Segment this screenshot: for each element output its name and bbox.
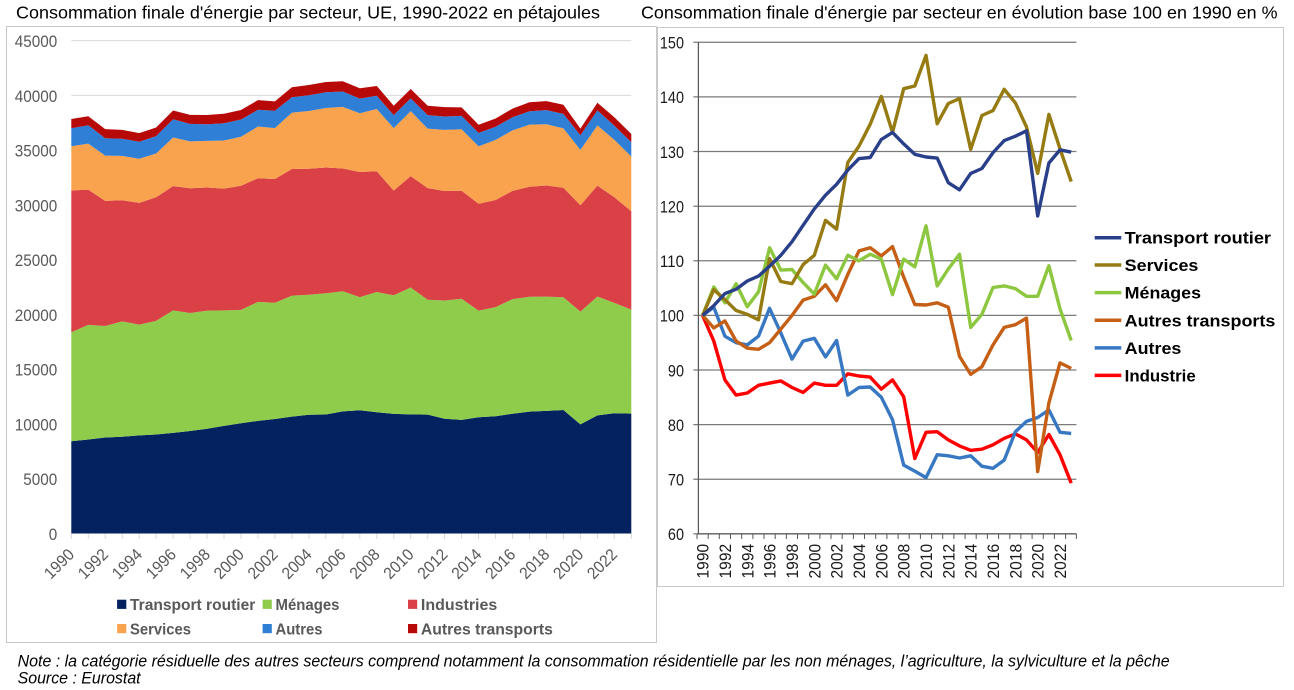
svg-text:2014: 2014 (963, 544, 981, 579)
svg-text:5000: 5000 (23, 471, 57, 489)
svg-text:0: 0 (49, 526, 58, 544)
svg-text:1996: 1996 (762, 544, 780, 579)
svg-text:Consommation finale d'énergie: Consommation finale d'énergie par secteu… (16, 3, 600, 23)
svg-text:Note : la catégorie résiduelle: Note : la catégorie résiduelle des autre… (18, 651, 1170, 670)
svg-text:Industrie: Industrie (1125, 367, 1196, 385)
svg-text:100: 100 (660, 308, 684, 326)
svg-text:35000: 35000 (15, 143, 58, 161)
svg-text:Ménages: Ménages (1125, 285, 1201, 303)
svg-text:Source : Eurostat: Source : Eurostat (18, 668, 142, 687)
svg-text:Consommation finale d'énergie: Consommation finale d'énergie par secteu… (641, 3, 1278, 23)
svg-text:25000: 25000 (15, 252, 58, 270)
svg-text:Industries: Industries (421, 597, 497, 614)
svg-text:2018: 2018 (1007, 544, 1025, 579)
svg-text:2016: 2016 (985, 544, 1003, 579)
svg-text:2006: 2006 (873, 544, 891, 579)
svg-text:110: 110 (660, 253, 684, 271)
svg-text:1990: 1990 (695, 544, 713, 579)
svg-text:10000: 10000 (15, 416, 58, 434)
svg-text:Services: Services (130, 622, 191, 639)
svg-text:80: 80 (668, 417, 684, 435)
svg-text:Autres: Autres (276, 622, 323, 639)
svg-text:1994: 1994 (739, 544, 757, 579)
svg-text:70: 70 (668, 472, 684, 490)
svg-text:130: 130 (660, 144, 684, 162)
svg-text:Ménages: Ménages (276, 597, 340, 614)
svg-text:40000: 40000 (15, 88, 58, 106)
svg-text:2004: 2004 (851, 544, 869, 579)
svg-text:45000: 45000 (15, 33, 58, 51)
svg-text:15000: 15000 (15, 362, 58, 380)
svg-text:2008: 2008 (896, 544, 914, 579)
svg-text:120: 120 (660, 199, 684, 217)
svg-text:2002: 2002 (829, 544, 847, 579)
svg-text:Autres transports: Autres transports (421, 622, 553, 639)
svg-text:2012: 2012 (940, 544, 958, 579)
svg-text:90: 90 (668, 362, 684, 380)
svg-text:Transport routier: Transport routier (1125, 230, 1272, 248)
svg-text:2022: 2022 (1052, 544, 1070, 579)
svg-text:Autres: Autres (1125, 340, 1182, 358)
svg-text:30000: 30000 (15, 197, 58, 215)
svg-text:1992: 1992 (717, 544, 735, 579)
svg-text:Transport routier: Transport routier (130, 597, 255, 614)
svg-text:2010: 2010 (918, 544, 936, 579)
svg-text:Services: Services (1125, 257, 1199, 275)
svg-text:2020: 2020 (1030, 544, 1048, 579)
svg-text:20000: 20000 (15, 307, 58, 325)
svg-text:1998: 1998 (784, 544, 802, 579)
svg-text:140: 140 (660, 89, 684, 107)
svg-text:150: 150 (660, 35, 684, 53)
svg-text:2000: 2000 (806, 544, 824, 579)
svg-text:60: 60 (668, 526, 684, 544)
svg-text:Autres transports: Autres transports (1125, 312, 1276, 330)
